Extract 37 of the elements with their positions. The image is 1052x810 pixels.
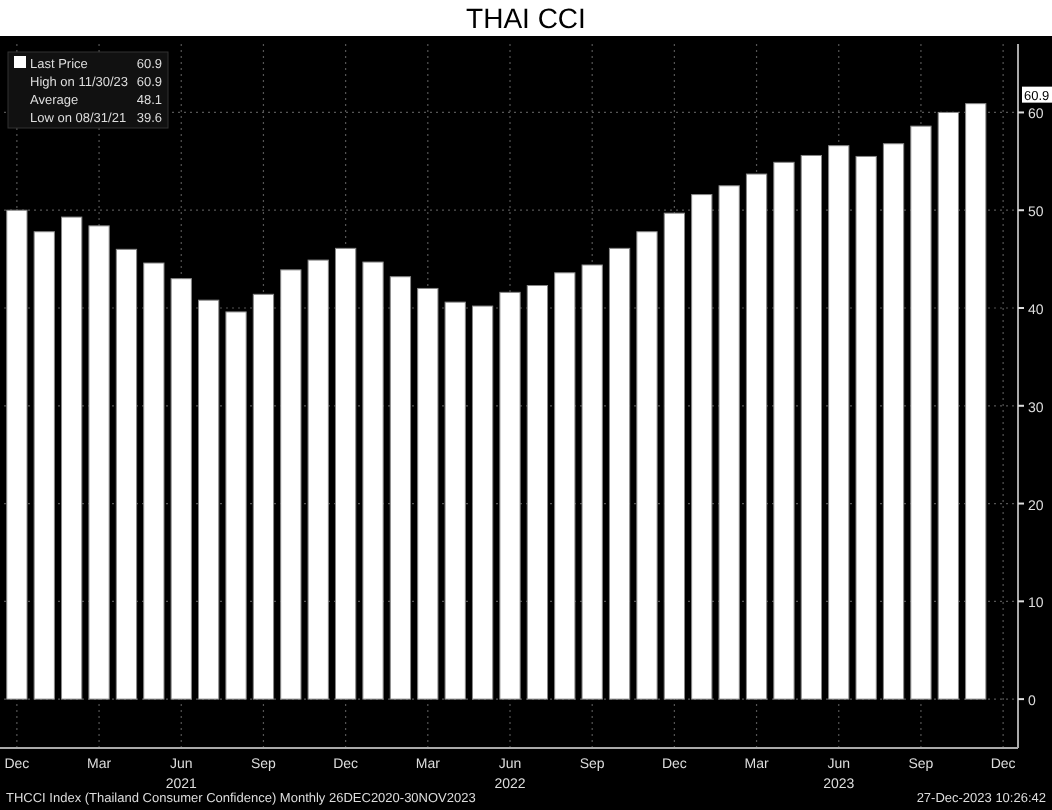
bar	[225, 311, 247, 700]
bar	[965, 103, 987, 700]
bar	[608, 247, 631, 700]
bar	[800, 154, 822, 700]
bar	[828, 145, 850, 700]
bar	[252, 293, 275, 700]
bar	[417, 287, 439, 700]
chart-title: THAI CCI	[466, 2, 586, 34]
bar	[88, 225, 110, 700]
bar	[855, 155, 877, 700]
bar	[170, 278, 192, 700]
bar	[581, 264, 603, 700]
bar	[636, 231, 658, 700]
bar	[6, 209, 28, 700]
bar	[61, 216, 83, 700]
bar	[526, 285, 549, 700]
bar	[773, 161, 795, 700]
bar	[143, 262, 165, 700]
bar	[663, 212, 686, 700]
bar	[33, 231, 55, 700]
bar	[280, 269, 302, 700]
bar	[499, 291, 521, 700]
bar	[937, 111, 959, 700]
bar	[362, 261, 384, 700]
bar	[910, 125, 932, 700]
bar	[745, 173, 768, 700]
bar	[691, 194, 713, 700]
bar	[334, 247, 357, 700]
bar	[115, 248, 138, 700]
bar	[471, 305, 494, 700]
bar	[198, 299, 220, 700]
bar	[882, 143, 905, 700]
bar	[444, 301, 466, 700]
bar	[307, 259, 329, 700]
bar	[718, 185, 740, 700]
bar	[554, 272, 576, 700]
bar	[389, 276, 412, 700]
